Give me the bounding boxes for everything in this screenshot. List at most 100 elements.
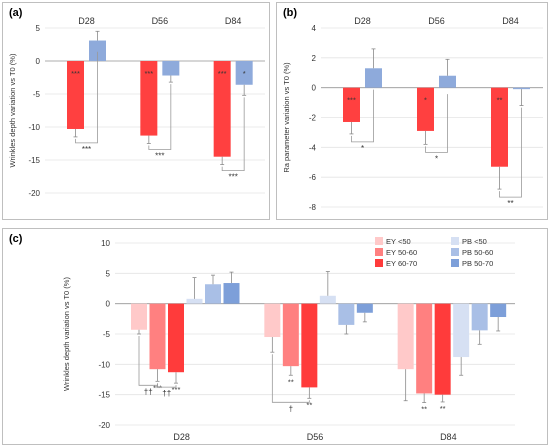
bar: [162, 61, 180, 76]
y-tick-label: -20: [98, 421, 110, 430]
y-tick-label: 5: [36, 24, 41, 33]
x-tick-label: D56: [307, 432, 324, 442]
chart-panel-c: (c) 10 5 0 -5 -10 -15 -20 Wrinkles depth variati…: [2, 228, 548, 445]
significance-label: ***: [218, 69, 227, 78]
y-axis-label: Wrinkles depth variation vs T0 (%): [62, 277, 71, 391]
chart-a-svg: (a) 5 0 -5 -10 -15 -20 Wrinkles depth variation…: [8, 7, 265, 198]
bar: [356, 303, 373, 313]
significance-label: ***: [172, 385, 181, 394]
y-tick-label: -2: [309, 114, 317, 123]
significance-label: ***: [144, 69, 153, 78]
significance-bracket: [221, 97, 245, 172]
bar: [513, 87, 530, 90]
bar: [213, 61, 231, 157]
y-tick-label: -15: [28, 156, 40, 165]
legend-label: PB 50-60: [462, 248, 493, 257]
legend-label: PB <50: [462, 237, 487, 246]
bar: [168, 303, 184, 373]
bar: [397, 303, 414, 370]
y-tick-label: 0: [36, 57, 41, 66]
bar: [365, 68, 382, 88]
bar: [235, 61, 253, 85]
significance-bracket: [499, 107, 522, 198]
legend-label: PB 50-70: [462, 259, 493, 268]
bracket-label: †: [289, 404, 293, 413]
legend-swatch: [375, 248, 383, 256]
significance-bracket: [351, 89, 374, 143]
x-tick-label: D28: [78, 16, 95, 26]
legend-label: EY 50-60: [386, 248, 417, 257]
bar: [439, 75, 456, 88]
x-tick-label: D28: [173, 432, 190, 442]
significance-label: **: [288, 377, 294, 386]
x-tick-label: D56: [152, 16, 169, 26]
significance-label: **: [440, 404, 446, 413]
significance-label: ***: [153, 383, 162, 392]
significance-label: ***: [71, 69, 80, 78]
x-tick-label: D84: [225, 16, 242, 26]
legend-swatch: [375, 237, 383, 245]
significance-bracket: [157, 383, 177, 388]
bar: [67, 61, 84, 129]
bar: [89, 40, 106, 61]
legend-swatch: [375, 259, 383, 267]
y-tick-label: -5: [33, 90, 41, 99]
y-tick-label: -6: [309, 173, 317, 182]
bar: [264, 303, 281, 338]
significance-label: ***: [347, 96, 356, 105]
panel-label: (b): [283, 7, 297, 19]
chart-panel-a: (a) 5 0 -5 -10 -15 -20 Wrinkles depth variation…: [2, 2, 270, 220]
bracket-label: *: [361, 144, 364, 153]
chart-c-svg: (c) 10 5 0 -5 -10 -15 -20 Wrinkles depth variati…: [9, 233, 515, 442]
bracket-label: ††: [162, 389, 171, 398]
y-tick-label: 4: [312, 24, 317, 33]
y-tick-label: -5: [103, 330, 111, 339]
y-tick-label: -8: [309, 203, 317, 212]
bar: [140, 61, 158, 136]
x-tick-label: D84: [502, 16, 519, 26]
bracket-label: ***: [228, 173, 237, 182]
bracket-label: ***: [82, 145, 91, 154]
y-tick-label: 0: [106, 300, 111, 309]
x-tick-label: D56: [428, 16, 445, 26]
bar: [343, 87, 360, 122]
chart-panel-b: (b) 4 2 0 -2 -4 -6 -8 Ra parameter variation vs …: [276, 2, 548, 220]
legend-label: EY 60-70: [386, 259, 417, 268]
bar: [205, 284, 221, 304]
significance-bracket: [271, 354, 310, 403]
bar: [417, 87, 434, 131]
x-tick-label: D84: [440, 432, 457, 442]
bar: [471, 303, 488, 331]
significance-bracket: [75, 51, 98, 144]
bracket-label: ***: [155, 152, 164, 161]
bracket-label: *: [435, 154, 438, 163]
y-tick-label: 5: [106, 269, 111, 278]
y-tick-label: -15: [98, 391, 110, 400]
y-tick-label: 10: [101, 239, 110, 248]
legend-swatch: [451, 248, 459, 256]
bar: [490, 303, 507, 318]
y-tick-label: 2: [312, 54, 317, 63]
panel-label: (c): [9, 233, 23, 245]
bar: [338, 303, 355, 325]
bar: [416, 303, 433, 394]
bar: [186, 298, 203, 304]
significance-bracket: [425, 94, 448, 153]
bar: [131, 303, 147, 330]
significance-label: **: [421, 405, 427, 414]
y-tick-label: -20: [28, 189, 40, 198]
bar: [282, 303, 299, 367]
y-tick-label: -4: [309, 143, 317, 152]
bracket-label: ††: [144, 387, 153, 396]
y-axis-label: Ra parameter variation vs T0 (%): [282, 62, 291, 173]
bar: [434, 303, 451, 395]
significance-label: **: [306, 400, 312, 409]
y-tick-label: -10: [28, 123, 40, 132]
legend-label: EY <50: [386, 237, 411, 246]
chart-b-svg: (b) 4 2 0 -2 -4 -6 -8 Ra parameter variation vs …: [282, 7, 543, 212]
y-tick-label: 0: [312, 84, 317, 93]
significance-label: *: [424, 96, 427, 105]
bar: [223, 283, 240, 304]
x-tick-label: D28: [354, 16, 371, 26]
bar: [491, 87, 508, 167]
